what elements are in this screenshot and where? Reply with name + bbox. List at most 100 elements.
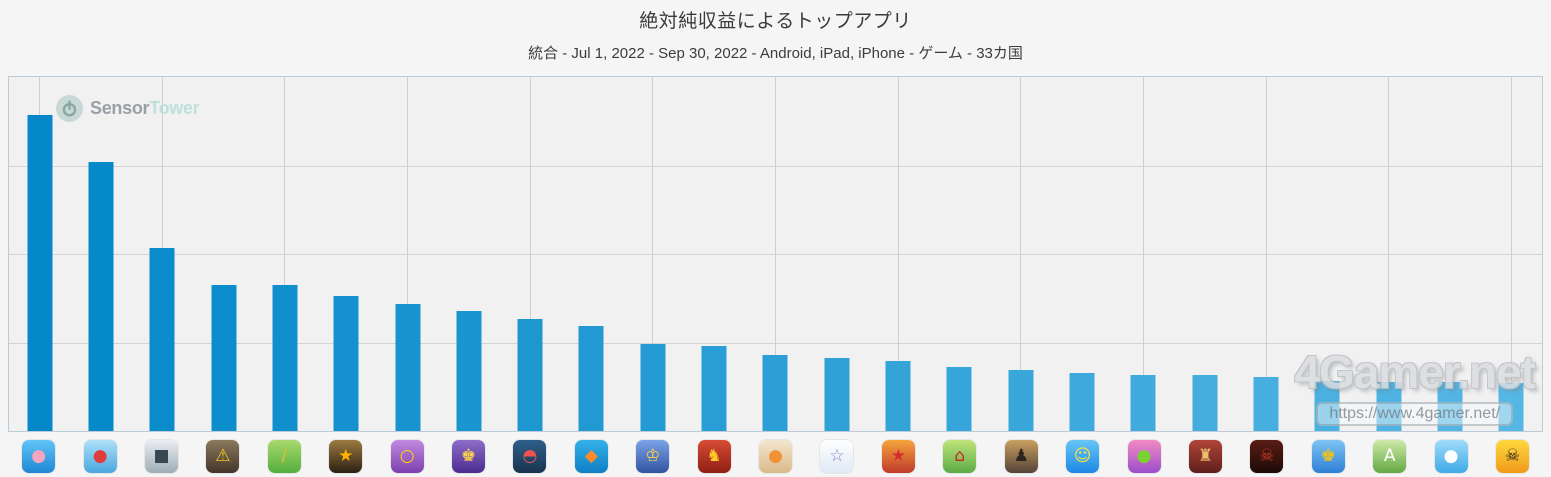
- bar-genshin-impact[interactable]: [824, 358, 850, 431]
- coin-master-glyph: ●: [31, 446, 47, 466]
- solitaire-grand-harvest-glyph: A: [1383, 446, 1396, 466]
- bar-hay-day[interactable]: [1437, 382, 1463, 431]
- bar-slot: [929, 77, 990, 431]
- plot-area: [8, 76, 1543, 432]
- empires-and-puzzles-app-icon[interactable]: ♞: [697, 440, 731, 473]
- candy-crush-soda-saga-app-icon[interactable]: ●: [1127, 440, 1161, 473]
- brawl-stars-app-icon[interactable]: ☠: [1495, 440, 1529, 473]
- gardenscapes-glyph: /: [281, 446, 288, 466]
- app-icon-slot: ♔: [622, 440, 683, 473]
- app-icon-slot: ●: [1113, 440, 1174, 473]
- lords-mobile-glyph: ♜: [1197, 446, 1214, 466]
- app-icon-slot: ★: [315, 440, 376, 473]
- bar-slot: [9, 77, 70, 431]
- bar-rise-of-kingdoms[interactable]: [762, 354, 788, 431]
- 4gamer-watermark-logo: 4Gamer.net: [1294, 346, 1536, 398]
- sensor-tower-wordmark: SensorTower: [90, 98, 200, 119]
- state-of-survival-app-icon[interactable]: ♟: [1004, 440, 1038, 473]
- sensor-tower-logo-icon: [56, 95, 83, 122]
- bar-state-of-survival[interactable]: [1008, 369, 1034, 431]
- bar-pokemon-go[interactable]: [517, 318, 543, 431]
- bar-empires-and-puzzles[interactable]: [701, 346, 727, 431]
- app-icon-slot: ★: [868, 440, 929, 473]
- bar-royal-match[interactable]: [640, 344, 666, 431]
- bar-township[interactable]: [946, 367, 972, 431]
- bar-gardenscapes[interactable]: [272, 284, 298, 431]
- app-icon-slot: ○: [376, 440, 437, 473]
- empires-and-puzzles-glyph: ♞: [706, 446, 722, 466]
- bar-stumble-guys[interactable]: [1069, 373, 1095, 431]
- royal-match-app-icon[interactable]: ♔: [636, 440, 670, 473]
- pokemon-go-glyph: ◓: [522, 446, 538, 466]
- dragon-ball-z-dokkan-battle-glyph: ★: [890, 446, 907, 466]
- app-icon-slot: ◆: [561, 440, 622, 473]
- coin-master-app-icon[interactable]: ●: [22, 440, 56, 473]
- brawl-stars-glyph: ☠: [1504, 446, 1521, 466]
- bar-slot: [990, 77, 1051, 431]
- pubg-mobile-glyph: ★: [338, 446, 354, 466]
- genshin-impact-glyph: ☆: [829, 446, 845, 466]
- sensor-tower-wordmark-tower: Tower: [149, 98, 200, 118]
- app-icon-slot: ●: [1420, 440, 1481, 473]
- dragon-ball-z-dokkan-battle-app-icon[interactable]: ★: [881, 440, 915, 473]
- bar-slot: [1419, 77, 1480, 431]
- bar-age-of-origins[interactable]: [211, 284, 237, 431]
- bar-fishdom[interactable]: [578, 325, 604, 431]
- bar-dragon-ball-z-dokkan-battle[interactable]: [885, 361, 911, 431]
- roblox-app-icon[interactable]: ■: [145, 440, 179, 473]
- app-icon-slot: ■: [131, 440, 192, 473]
- grid-line-vertical: [1265, 77, 1267, 431]
- bar-slot: [132, 77, 193, 431]
- gardenscapes-app-icon[interactable]: /: [267, 440, 301, 473]
- app-icon-slot: ●: [8, 440, 69, 473]
- bar-homescapes[interactable]: [395, 303, 421, 431]
- roblox-glyph: ■: [153, 446, 170, 466]
- app-icon-slot: ♚: [438, 440, 499, 473]
- lords-mobile-app-icon[interactable]: ♜: [1188, 440, 1222, 473]
- bar-clash-of-clans[interactable]: [456, 310, 482, 431]
- bar-slot: [683, 77, 744, 431]
- fishdom-app-icon[interactable]: ◆: [574, 440, 608, 473]
- township-app-icon[interactable]: ⌂: [943, 440, 977, 473]
- bar-coin-master[interactable]: [27, 115, 53, 431]
- homescapes-app-icon[interactable]: ○: [390, 440, 424, 473]
- app-icon-slot: ♜: [1175, 440, 1236, 473]
- pokemon-go-app-icon[interactable]: ◓: [513, 440, 547, 473]
- clash-royale-app-icon[interactable]: ♚: [1311, 440, 1345, 473]
- grid-line-vertical: [1510, 77, 1512, 431]
- bar-pubg-mobile[interactable]: [333, 296, 359, 431]
- royal-match-glyph: ♔: [645, 446, 661, 466]
- sensor-tower-watermark: SensorTower: [56, 95, 200, 122]
- hay-day-glyph: ●: [1443, 446, 1459, 466]
- hay-day-app-icon[interactable]: ●: [1434, 440, 1468, 473]
- candy-crush-saga-app-icon[interactable]: ●: [83, 440, 117, 473]
- bar-solitaire-grand-harvest[interactable]: [1376, 382, 1402, 431]
- solitaire-grand-harvest-app-icon[interactable]: A: [1373, 440, 1407, 473]
- sensor-tower-wordmark-sensor: Sensor: [90, 98, 150, 118]
- grid-line-vertical: [407, 77, 409, 431]
- clash-of-clans-glyph: ♚: [460, 446, 477, 466]
- age-of-origins-app-icon[interactable]: ⚠: [206, 440, 240, 473]
- genshin-impact-app-icon[interactable]: ☆: [820, 440, 854, 473]
- grid-line-vertical: [1020, 77, 1022, 431]
- bar-slot: [254, 77, 315, 431]
- grid-line-vertical: [284, 77, 286, 431]
- app-icon-slot: ⚠: [192, 440, 253, 473]
- stumble-guys-app-icon[interactable]: ☺: [1066, 440, 1100, 473]
- diablo-immortal-app-icon[interactable]: ☠: [1250, 440, 1284, 473]
- pubg-mobile-app-icon[interactable]: ★: [329, 440, 363, 473]
- bar-lords-mobile[interactable]: [1192, 375, 1218, 431]
- grid-line-vertical: [897, 77, 899, 431]
- bar-roblox[interactable]: [149, 247, 175, 431]
- bar-series: [9, 77, 1542, 431]
- bar-candy-crush-soda-saga[interactable]: [1130, 375, 1156, 431]
- stumble-guys-glyph: ☺: [1073, 446, 1092, 466]
- bar-diablo-immortal[interactable]: [1253, 377, 1279, 431]
- clash-of-clans-app-icon[interactable]: ♚: [452, 440, 486, 473]
- bar-slot: [70, 77, 131, 431]
- chart-subtitle: 統合 - Jul 1, 2022 - Sep 30, 2022 - Androi…: [528, 45, 1023, 62]
- bar-candy-crush-saga[interactable]: [88, 161, 114, 431]
- rise-of-kingdoms-app-icon[interactable]: ●: [759, 440, 793, 473]
- app-icon-slot: ●: [69, 440, 130, 473]
